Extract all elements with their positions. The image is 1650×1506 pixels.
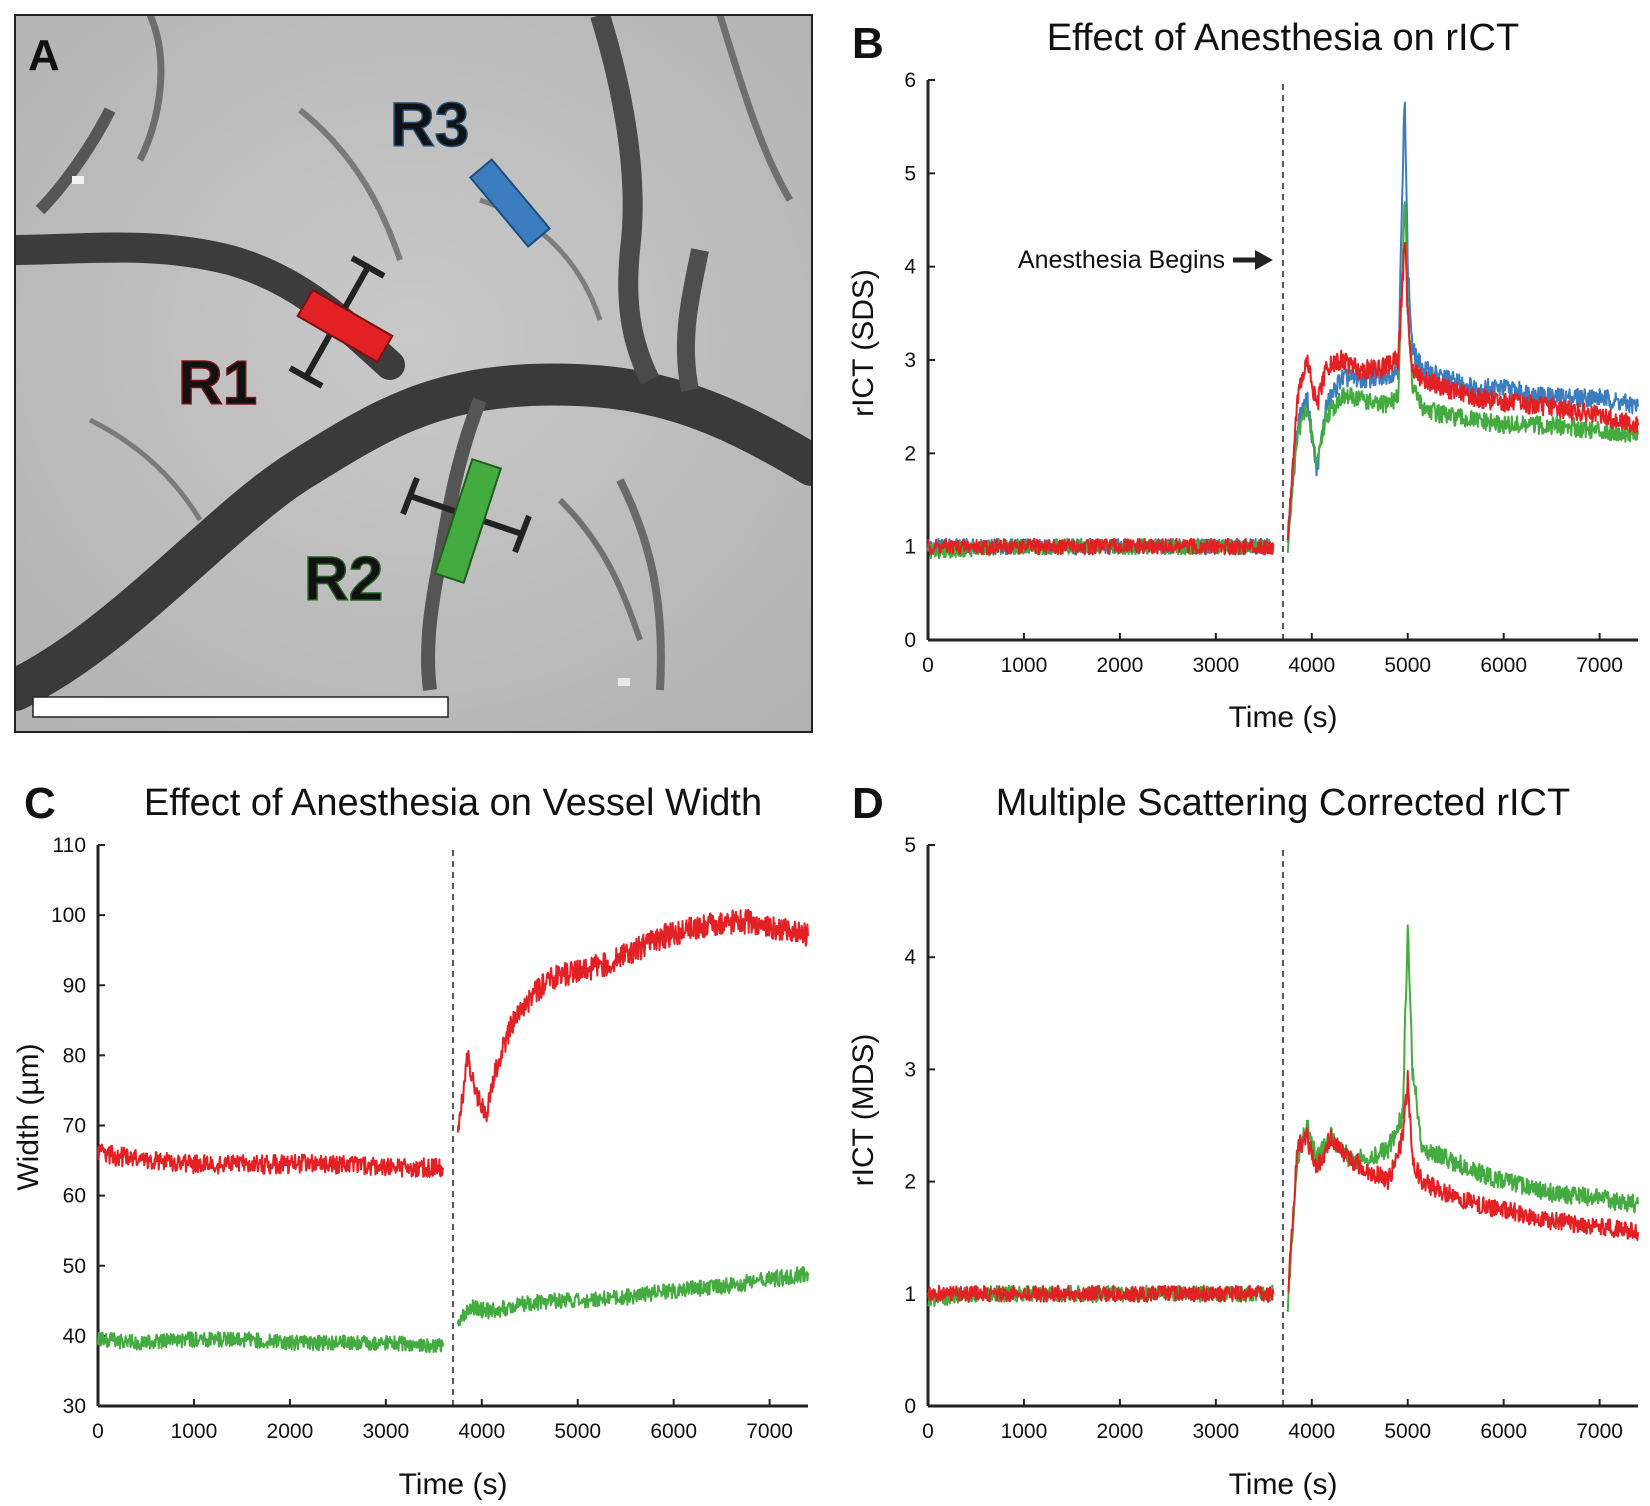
y-tick-label: 1 (904, 1283, 916, 1306)
panel-b-title: Effect of Anesthesia on rICT (1047, 17, 1519, 59)
x-tick-label: 4000 (1288, 1420, 1335, 1443)
roi-r2-marker (433, 458, 503, 584)
series-line-r1 (927, 241, 1639, 556)
anesthesia-arrow (1233, 250, 1273, 270)
x-tick-label: 7000 (1576, 1420, 1623, 1443)
x-tick-label: 3000 (362, 1420, 409, 1443)
panel-letter-a: A (28, 31, 60, 80)
y-tick-label: 90 (63, 974, 86, 997)
y-tick-label: 2 (904, 1171, 916, 1194)
x-tick-label: 5000 (554, 1420, 601, 1443)
y-tick-label: 70 (63, 1115, 86, 1138)
y-tick-label: 1 (904, 536, 916, 559)
panel-a: A R3 R1 R2 (14, 14, 813, 733)
panel-letter-c: C (24, 779, 56, 828)
x-tick-label: 1000 (171, 1420, 218, 1443)
series-line-r2 (97, 1265, 809, 1354)
y-tick-label: 3 (904, 1058, 916, 1081)
panel-c-title: Effect of Anesthesia on Vessel Width (144, 782, 762, 824)
roi-r2-label: R2 (304, 545, 383, 614)
panel-b: B Effect of Anesthesia on rICT Time (s) … (847, 17, 1639, 734)
scale-bar (32, 696, 449, 718)
x-tick-label: 6000 (1480, 654, 1527, 677)
x-tick-label: 3000 (1192, 654, 1239, 677)
x-tick-label: 6000 (650, 1420, 697, 1443)
panel-c-y-label: Width (µm) (12, 1043, 45, 1190)
y-tick-label: 5 (904, 162, 916, 185)
roi-r1-marker (296, 288, 394, 364)
x-tick-label: 4000 (458, 1420, 505, 1443)
panel-d: D Multiple Scattering Corrected rICT Tim… (847, 779, 1639, 1501)
x-tick-label: 3000 (1192, 1420, 1239, 1443)
y-tick-label: 30 (63, 1395, 86, 1418)
y-tick-label: 80 (63, 1044, 86, 1067)
y-tick-label: 0 (904, 1395, 916, 1418)
y-tick-label: 2 (904, 442, 916, 465)
x-tick-label: 2000 (1097, 654, 1144, 677)
series-line-r1 (97, 908, 809, 1178)
x-tick-label: 4000 (1288, 654, 1335, 677)
roi-r1-label: R1 (178, 349, 257, 418)
y-tick-label: 50 (63, 1255, 86, 1278)
x-tick-label: 7000 (1576, 654, 1623, 677)
y-tick-label: 0 (904, 629, 916, 652)
panel-d-x-label: Time (s) (1229, 1468, 1338, 1501)
series-line-r1 (927, 1069, 1639, 1303)
panel-d-y-label: rICT (MDS) (847, 1034, 880, 1187)
panel-c: C Effect of Anesthesia on Vessel Width T… (12, 779, 809, 1501)
y-tick-label: 3 (904, 349, 916, 372)
vessel-image (15, 15, 812, 732)
x-tick-label: 2000 (1097, 1420, 1144, 1443)
x-tick-label: 0 (922, 1420, 934, 1443)
y-tick-label: 5 (904, 834, 916, 857)
x-tick-label: 5000 (1384, 654, 1431, 677)
x-tick-label: 2000 (267, 1420, 314, 1443)
x-tick-label: 1000 (1001, 1420, 1048, 1443)
y-tick-label: 6 (904, 69, 916, 92)
x-tick-label: 0 (92, 1420, 104, 1443)
panel-d-title: Multiple Scattering Corrected rICT (996, 782, 1570, 824)
y-tick-label: 100 (51, 904, 86, 927)
anesthesia-begins-annotation: Anesthesia Begins (1018, 246, 1225, 274)
y-tick-label: 40 (63, 1325, 86, 1348)
panel-c-x-label: Time (s) (399, 1468, 508, 1501)
panel-letter-b: B (852, 19, 884, 68)
y-tick-label: 110 (53, 834, 86, 857)
y-tick-label: 60 (63, 1185, 86, 1208)
x-tick-label: 0 (922, 654, 934, 677)
panel-b-x-label: Time (s) (1229, 701, 1338, 734)
y-tick-label: 4 (904, 256, 916, 279)
x-tick-label: 7000 (746, 1420, 793, 1443)
x-tick-label: 5000 (1384, 1420, 1431, 1443)
panel-b-y-label: rICT (SDS) (847, 269, 880, 417)
roi-r3-label: R3 (390, 91, 469, 160)
x-tick-label: 1000 (1001, 654, 1048, 677)
y-tick-label: 4 (904, 946, 916, 969)
image-border (14, 14, 813, 733)
panel-letter-d: D (852, 779, 884, 828)
x-tick-label: 6000 (1480, 1420, 1527, 1443)
roi-r3-marker (468, 158, 552, 248)
